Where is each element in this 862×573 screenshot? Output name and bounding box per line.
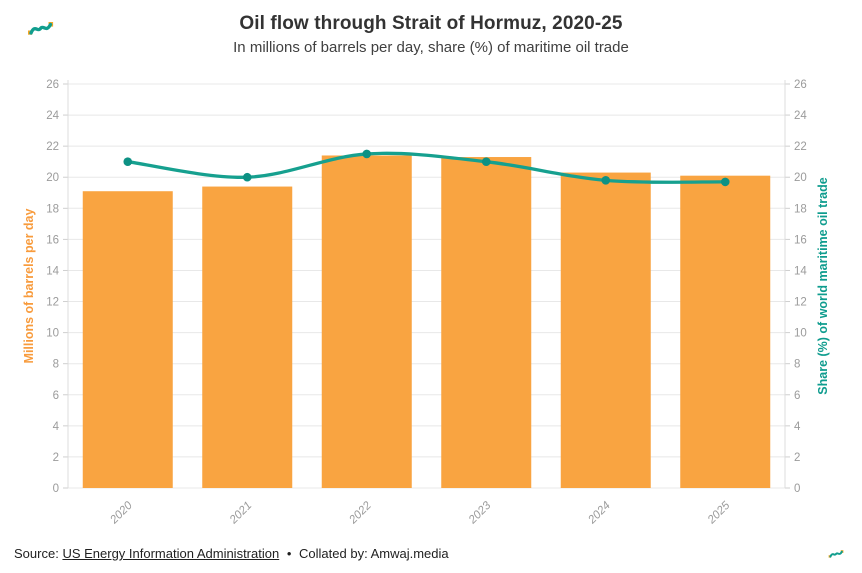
left-axis-tick-label: 10 [46, 328, 59, 340]
left-axis-tick-label: 22 [46, 141, 59, 153]
right-axis-tick-label: 8 [794, 359, 800, 371]
x-axis-label-2022: 2022 [347, 499, 375, 527]
left-axis-title: Millions of barrels per day [22, 209, 36, 364]
right-axis-tick-label: 6 [794, 390, 800, 402]
line-point-2024[interactable] [601, 176, 611, 185]
line-point-2022[interactable] [362, 149, 372, 159]
left-axis-tick-label: 20 [46, 172, 59, 184]
left-axis-tick-label: 12 [46, 297, 59, 309]
chart-header: Oil flow through Strait of Hormuz, 2020-… [0, 0, 862, 56]
left-axis-tick-label: 18 [46, 203, 59, 215]
right-axis-tick-label: 12 [794, 297, 807, 309]
collated-by: Collated by: Amwaj.media [299, 546, 449, 561]
right-axis-tick-label: 20 [794, 172, 807, 184]
line-point-2023[interactable] [481, 157, 491, 166]
amwaj-logo-icon [828, 550, 844, 558]
x-axis-label-2025: 2025 [705, 499, 733, 527]
left-axis-tick-label: 6 [53, 390, 59, 402]
bar-2022[interactable] [321, 155, 412, 488]
amwaj-logo-icon [28, 22, 54, 35]
left-axis-tick-label: 24 [46, 110, 59, 122]
left-axis-tick-label: 8 [53, 359, 59, 371]
right-axis-tick-label: 16 [794, 234, 807, 246]
right-axis-tick-label: 10 [794, 328, 807, 340]
bar-2025[interactable] [680, 175, 771, 488]
x-axis-label-2024: 2024 [586, 500, 613, 527]
right-axis-tick-label: 14 [794, 265, 807, 277]
right-axis-tick-label: 24 [794, 110, 807, 122]
bar-2021[interactable] [202, 186, 293, 489]
source-link[interactable]: US Energy Information Administration [62, 546, 280, 561]
x-axis-label-2020: 2020 [108, 499, 136, 527]
left-axis-tick-label: 16 [46, 234, 59, 246]
right-axis-tick-label: 0 [794, 483, 800, 495]
page-title: Oil flow through Strait of Hormuz, 2020-… [239, 13, 623, 34]
left-axis-tick-label: 0 [53, 483, 59, 495]
x-axis-label-2023: 2023 [466, 499, 494, 527]
right-axis-tick-label: 18 [794, 203, 807, 215]
right-axis-title: Share (%) of world maritime oil trade [816, 177, 830, 394]
right-axis-tick-label: 26 [794, 79, 807, 91]
page-subtitle: In millions of barrels per day, share (%… [233, 39, 629, 56]
share-line [126, 151, 727, 184]
left-axis-tick-label: 2 [53, 452, 59, 464]
left-axis-tick-label: 14 [46, 265, 59, 277]
bar-2020[interactable] [82, 191, 173, 488]
source-prefix: Source: [14, 546, 59, 561]
line-point-2021[interactable] [242, 172, 252, 182]
left-axis-tick-label: 26 [46, 79, 59, 91]
x-axis-label-2021: 2021 [227, 500, 254, 527]
separator: • [286, 546, 292, 561]
left-axis-tick-label: 4 [53, 421, 60, 433]
line-point-2020[interactable] [123, 157, 133, 166]
right-axis-tick-label: 2 [794, 452, 800, 464]
right-axis-tick-label: 22 [794, 141, 807, 153]
source-line: Source: US Energy Information Administra… [14, 546, 848, 561]
bar-2023[interactable] [441, 157, 532, 488]
bar-2024[interactable] [560, 172, 651, 489]
right-axis-tick-label: 4 [794, 421, 801, 433]
line-point-2025[interactable] [720, 177, 730, 187]
